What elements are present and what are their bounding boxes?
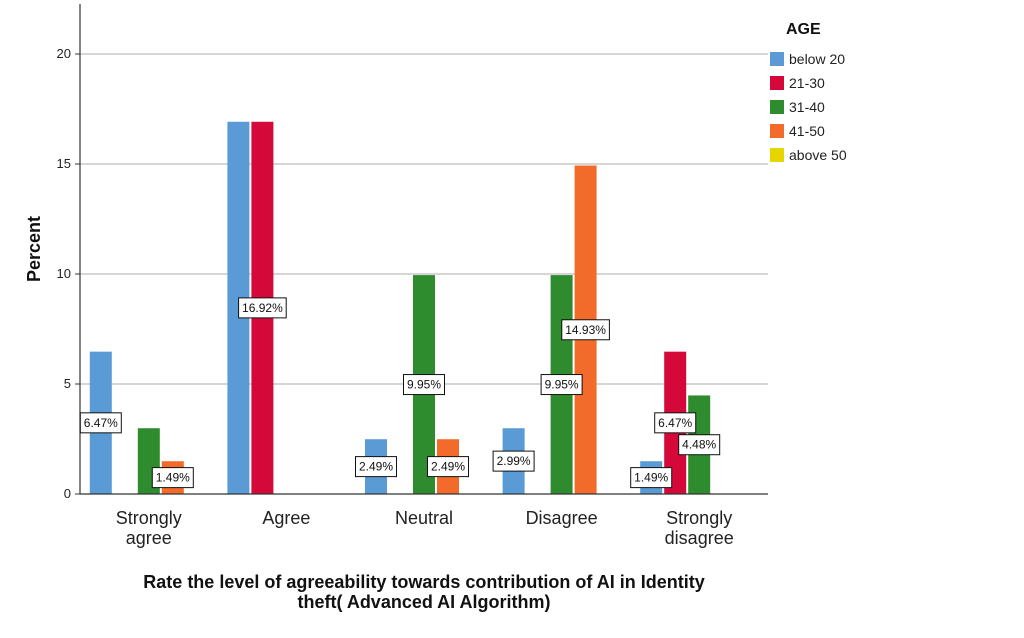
data-label-box <box>238 297 287 319</box>
data-label-text: 2.49% <box>359 460 393 474</box>
data-label-text: 4.48% <box>682 438 716 452</box>
data-label-box <box>492 450 535 472</box>
data-label: 16.92% <box>238 297 287 319</box>
data-label-box <box>561 319 610 341</box>
data-label-text: 1.49% <box>156 471 190 485</box>
legend-label: 31-40 <box>789 99 825 115</box>
x-axis-title-line: Rate the level of agreeability towards c… <box>143 572 704 592</box>
data-label-box <box>630 467 673 489</box>
data-label-text: 6.47% <box>658 416 692 430</box>
data-label: 2.49% <box>355 456 397 478</box>
y-tick-label: 5 <box>64 376 71 391</box>
data-label: 1.49% <box>151 467 194 489</box>
data-label-box <box>151 467 194 489</box>
legend-label: 21-30 <box>789 75 825 91</box>
legend-swatch <box>770 100 784 114</box>
data-label-box <box>654 412 697 434</box>
label-layer: 6.47% 2.49% 2.99% 1.49% 16.92% 6.47% 9.95% 9.95… <box>79 297 721 489</box>
y-axis-title: Percent <box>24 216 44 282</box>
data-label: 6.47% <box>654 412 697 434</box>
legend-swatch <box>770 148 784 162</box>
data-label-box <box>355 456 397 478</box>
y-tick-label: 10 <box>57 266 71 281</box>
legend-title: AGE <box>786 21 821 38</box>
data-label-text: 2.49% <box>431 460 465 474</box>
data-label-text: 6.47% <box>84 416 118 430</box>
legend-label: 41-50 <box>789 123 825 139</box>
data-label: 9.95% <box>540 374 583 396</box>
legend-label: below 20 <box>789 51 845 67</box>
data-label-box <box>540 374 583 396</box>
x-axis-title: Rate the level of agreeability towards c… <box>143 572 704 612</box>
x-tick-label: Strongly <box>666 508 732 528</box>
y-tick-label: 20 <box>57 46 71 61</box>
x-tick-label: Strongly <box>116 508 182 528</box>
data-label-text: 9.95% <box>407 378 441 392</box>
x-tick-label: Agree <box>262 508 310 528</box>
legend: AGE below 20 21-30 31-40 41-50 above 50 <box>770 21 847 163</box>
data-label-box <box>678 434 721 456</box>
data-label-text: 2.99% <box>497 454 531 468</box>
data-label: 2.49% <box>427 456 469 478</box>
y-tick-label: 0 <box>64 486 71 501</box>
data-label-box <box>403 374 445 396</box>
data-label: 1.49% <box>630 467 673 489</box>
x-tick-label: Disagree <box>526 508 598 528</box>
data-label: 6.47% <box>79 412 122 434</box>
x-tick-label: agree <box>126 528 172 548</box>
bar-layer <box>89 121 711 495</box>
data-label-box <box>427 456 469 478</box>
legend-swatch <box>770 76 784 90</box>
data-label-text: 1.49% <box>634 471 668 485</box>
y-tick-label: 15 <box>57 156 71 171</box>
data-label: 14.93% <box>561 319 610 341</box>
data-label: 9.95% <box>403 374 445 396</box>
data-label-text: 14.93% <box>565 323 606 337</box>
data-label: 2.99% <box>492 450 535 472</box>
data-label-box <box>79 412 122 434</box>
legend-swatch <box>770 124 784 138</box>
data-label: 4.48% <box>678 434 721 456</box>
data-label-text: 16.92% <box>242 301 283 315</box>
legend-label: above 50 <box>789 147 847 163</box>
legend-swatch <box>770 52 784 66</box>
x-tick-label: disagree <box>665 528 734 548</box>
x-tick-label: Neutral <box>395 508 453 528</box>
data-label-text: 9.95% <box>545 378 579 392</box>
x-axis-title-line: theft( Advanced AI Algorithm) <box>298 592 551 612</box>
